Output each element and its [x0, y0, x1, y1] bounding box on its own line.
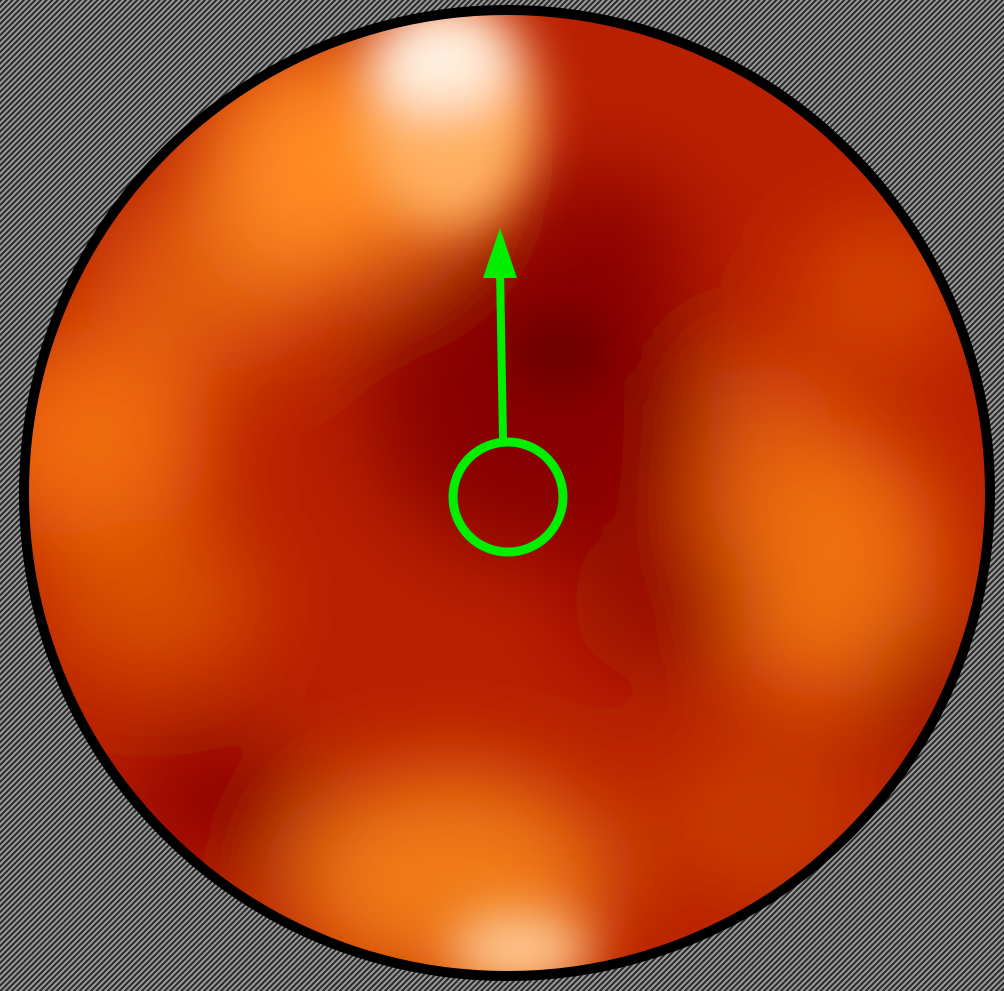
- position-marker: [448, 437, 568, 557]
- disk-border: [19, 5, 995, 981]
- arrow-head: [483, 228, 517, 278]
- direction-arrow: [496, 269, 507, 441]
